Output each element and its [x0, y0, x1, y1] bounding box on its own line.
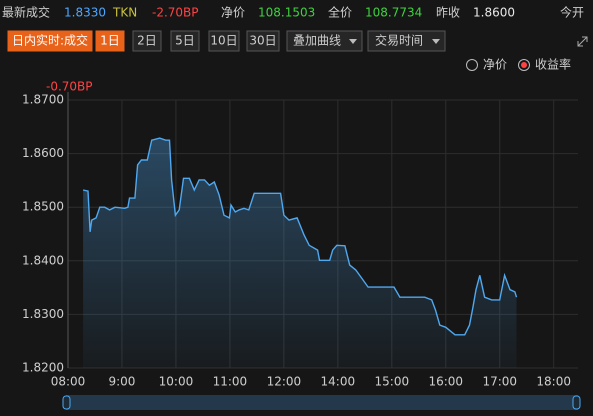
- y-tick-label: 1.8700: [22, 93, 64, 107]
- overlay-button[interactable]: [286, 30, 363, 52]
- expand-icon[interactable]: [577, 36, 588, 47]
- bond-code: TKN: [112, 6, 137, 20]
- open-label: 今开: [560, 5, 584, 20]
- prev-close: 1.8600: [473, 6, 515, 20]
- last-price: 1.8330: [64, 6, 106, 20]
- session-button[interactable]: [367, 30, 446, 52]
- full-label: 全价: [328, 5, 352, 20]
- period-button[interactable]: [132, 30, 162, 52]
- radio[interactable]: [518, 59, 530, 71]
- quote-bar: 最新成交 1.8330 TKN -2.70BP 净价 108.1503 全价 1…: [2, 5, 584, 20]
- prev-close-label: 昨收: [436, 6, 460, 20]
- period-buttons: 1日 2日 5日 10日 30日: [95, 30, 280, 52]
- session-label[interactable]: 交易时间: [375, 33, 423, 48]
- x-tick-label: 15:00: [375, 375, 410, 389]
- radio-label[interactable]: 收益率: [535, 57, 571, 72]
- x-tick-label: 12:00: [267, 375, 302, 389]
- period-button[interactable]: [95, 30, 125, 52]
- radio-dot: [521, 62, 527, 68]
- overlay-label[interactable]: 叠加曲线: [293, 34, 341, 48]
- last-label: 最新成交: [2, 5, 50, 20]
- y-tick-label: 1.8600: [22, 146, 64, 160]
- radio[interactable]: [466, 59, 478, 71]
- x-tick-label: 14:00: [321, 375, 356, 389]
- period-button[interactable]: [208, 30, 240, 52]
- scroller-handle[interactable]: [572, 395, 581, 410]
- x-tick-label: 08:00: [51, 375, 86, 389]
- period-label[interactable]: 5日: [175, 34, 195, 48]
- price-options: 净价 收益率: [466, 57, 571, 72]
- period-label[interactable]: 10日: [210, 34, 237, 48]
- period-label[interactable]: 30日: [249, 34, 276, 48]
- x-tick-label: 17:00: [482, 375, 517, 389]
- period-label[interactable]: 1日: [100, 34, 120, 48]
- radio-label[interactable]: 净价: [483, 58, 507, 72]
- mode-button[interactable]: [7, 30, 93, 52]
- change: -2.70BP: [152, 6, 199, 20]
- dropdown-arrow: [432, 39, 440, 44]
- x-tick-label: 11:00: [213, 375, 248, 389]
- x-tick-label: 10:00: [159, 375, 194, 389]
- scroller-handle[interactable]: [62, 395, 71, 410]
- period-label[interactable]: 2日: [137, 34, 157, 48]
- area-fill: [83, 138, 517, 368]
- y-tick-label: 1.8400: [22, 253, 64, 267]
- chart: -0.70BP 1.8200 1.8300 1.8400 1.8500 1.8600 1.…: [22, 80, 578, 389]
- x-tick-label: 18:00: [536, 375, 571, 389]
- full-price: 108.7734: [365, 6, 422, 20]
- scroller-track[interactable]: [66, 395, 578, 410]
- y-tick-label: 1.8200: [22, 361, 64, 375]
- x-tick-label: 16:00: [428, 375, 463, 389]
- clean-price: 108.1503: [258, 6, 315, 20]
- y-tick-label: 1.8300: [22, 307, 64, 321]
- annotation: -0.70BP: [46, 80, 93, 94]
- toolbar: 日内实时:成交 1日 2日 5日 10日 30日 叠加曲线 交易时间: [7, 30, 588, 52]
- x-tick-label: 9:00: [108, 375, 135, 389]
- y-tick-label: 1.8500: [22, 200, 64, 214]
- period-button[interactable]: [246, 30, 280, 52]
- range-scroller: [62, 395, 581, 410]
- period-button[interactable]: [170, 30, 200, 52]
- price-line: [82, 137, 518, 336]
- mode-label[interactable]: 日内实时:成交: [12, 33, 88, 48]
- clean-label: 净价: [221, 6, 245, 20]
- dropdown-arrow: [349, 39, 357, 44]
